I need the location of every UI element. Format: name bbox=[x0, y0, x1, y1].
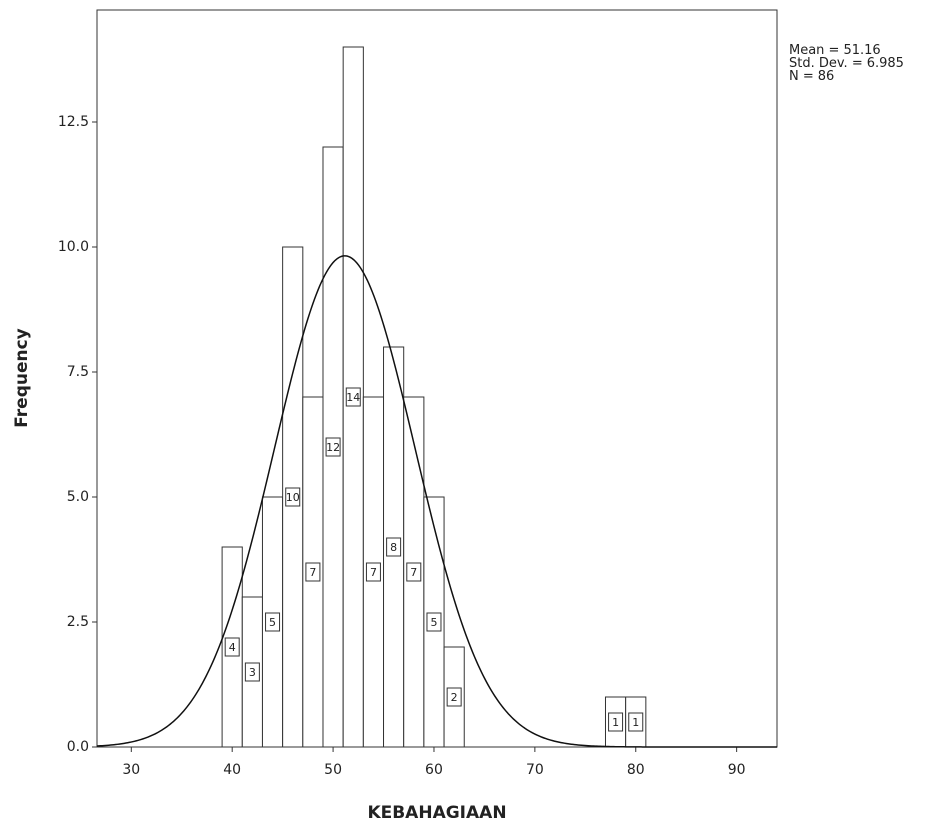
y-tick-label: 10.0 bbox=[58, 239, 89, 255]
y-tick-label: 7.5 bbox=[67, 364, 89, 380]
y-tick-label: 12.5 bbox=[58, 114, 89, 130]
x-tick-label: 50 bbox=[324, 762, 342, 778]
value-label: 8 bbox=[390, 541, 397, 554]
stat-label: N = bbox=[789, 69, 814, 84]
x-tick-label: 40 bbox=[223, 762, 241, 778]
value-label: 5 bbox=[430, 616, 437, 629]
x-tick-label: 60 bbox=[425, 762, 443, 778]
value-label: 1 bbox=[612, 716, 619, 729]
value-label: 4 bbox=[229, 641, 236, 654]
value-label: 7 bbox=[309, 566, 316, 579]
stat-value: 6.985 bbox=[867, 56, 904, 71]
y-tick-label: 0.0 bbox=[67, 739, 89, 755]
x-tick-label: 30 bbox=[122, 762, 140, 778]
value-label: 14 bbox=[346, 391, 360, 404]
stat-annotation: N = 86 bbox=[789, 69, 834, 84]
value-label: 7 bbox=[410, 566, 417, 579]
y-tick-label: 5.0 bbox=[67, 489, 89, 505]
value-label: 7 bbox=[370, 566, 377, 579]
value-label: 5 bbox=[269, 616, 276, 629]
value-label: 3 bbox=[249, 666, 256, 679]
value-label: 10 bbox=[286, 491, 300, 504]
chart: KEBAHAGIAAN Frequency 0.02.55.07.510.012… bbox=[0, 0, 932, 823]
x-tick-label: 90 bbox=[728, 762, 746, 778]
value-label: 12 bbox=[326, 441, 340, 454]
value-label: 2 bbox=[451, 691, 458, 704]
x-tick-label: 70 bbox=[526, 762, 544, 778]
value-label: 1 bbox=[632, 716, 639, 729]
x-axis-label: KEBAHAGIAAN bbox=[367, 803, 506, 823]
y-tick-label: 2.5 bbox=[67, 614, 89, 630]
stat-value: 86 bbox=[818, 69, 835, 84]
x-tick-label: 80 bbox=[627, 762, 645, 778]
y-axis-label: Frequency bbox=[12, 328, 32, 428]
